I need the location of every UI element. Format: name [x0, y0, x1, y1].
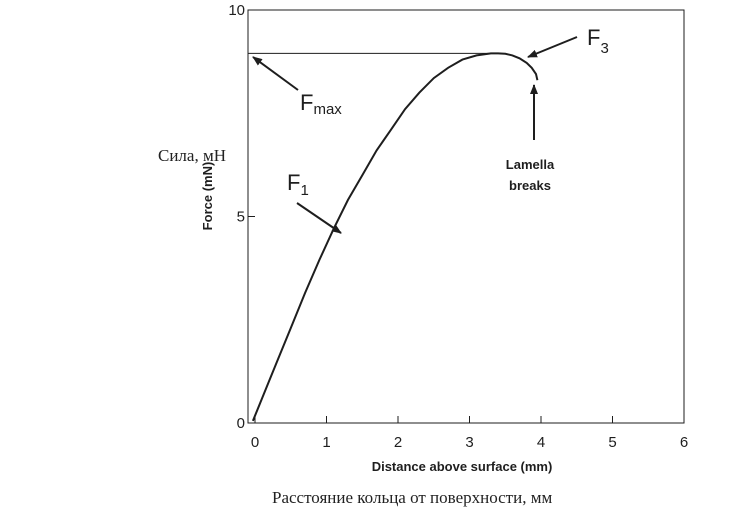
f3-annotation: F3: [587, 25, 609, 57]
x-tick-label: 2: [394, 434, 402, 451]
x-tick-label: 1: [322, 434, 330, 451]
plot-frame: [247, 9, 685, 424]
ticks-layer: 0 1 2 3 4 5 6 0 5 10: [228, 2, 688, 451]
lamella-label-line2: breaks: [509, 178, 551, 193]
x-tick-label: 3: [465, 434, 473, 451]
x-tick-label: 0: [251, 434, 259, 451]
russian-x-caption: Расстояние кольца от поверхности, мм: [272, 488, 553, 507]
f1-annotation: F1: [287, 170, 309, 199]
fmax-arrow: [252, 56, 299, 91]
x-tick-label: 5: [608, 434, 616, 451]
x-tick-label: 4: [537, 434, 545, 451]
y-tick-label: 0: [237, 415, 245, 432]
x-axis-label: Distance above surface (mm): [372, 459, 553, 474]
y-tick-label: 5: [237, 209, 245, 226]
x-tick-label: 6: [680, 434, 688, 451]
russian-y-caption: Сила, мН: [158, 146, 226, 165]
y-tick-label: 10: [228, 2, 245, 19]
f3-arrow: [527, 36, 578, 58]
lamella-label-line1: Lamella: [506, 157, 555, 172]
fmax-annotation: Fmax: [300, 90, 342, 118]
f1-arrow: [296, 202, 342, 234]
force-curve: [251, 52, 539, 422]
y-axis-label: Force (mN): [200, 162, 215, 231]
